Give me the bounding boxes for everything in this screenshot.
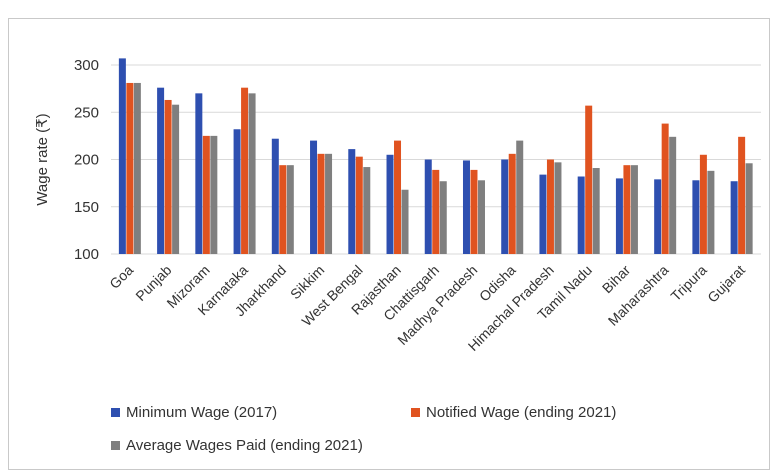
bar-average-wages	[554, 162, 562, 254]
bar-notified-wage	[317, 153, 325, 254]
legend-swatch-minimum-wage	[111, 408, 120, 417]
bar-minimum-wage	[539, 174, 547, 254]
bar-notified-wage	[738, 136, 746, 254]
bar-notified-wage	[585, 105, 593, 254]
bar-minimum-wage	[654, 179, 662, 254]
bar-average-wages	[477, 180, 485, 254]
bar-minimum-wage	[615, 178, 623, 254]
bar-average-wages	[133, 82, 141, 254]
bar-minimum-wage	[195, 93, 203, 254]
x-tick-label: Tripura	[667, 262, 709, 304]
x-tick-label: Goa	[106, 262, 136, 292]
y-axis-ticks: 100 150 200 250 300	[74, 57, 99, 263]
bar-notified-wage	[508, 153, 516, 254]
bar-minimum-wage	[157, 87, 165, 255]
legend-item-average-wages: Average Wages Paid (ending 2021)	[111, 437, 363, 454]
bar-average-wages	[210, 135, 218, 254]
bar-minimum-wage	[310, 140, 318, 254]
bar-average-wages	[707, 170, 715, 254]
bar-notified-wage	[202, 135, 210, 254]
bar-average-wages	[516, 140, 524, 254]
bar-average-wages	[325, 153, 333, 254]
bars	[118, 58, 753, 255]
bar-average-wages	[363, 167, 371, 254]
legend-swatch-average-wages	[111, 441, 120, 450]
bar-average-wages	[592, 168, 600, 254]
x-tick-label: Bihar	[599, 262, 634, 297]
bar-notified-wage	[546, 159, 554, 254]
chart-frame: 100 150 200 250 300 Goa Punjab Mizoram Karnatak…	[8, 18, 770, 470]
bar-average-wages	[439, 181, 447, 254]
bar-notified-wage	[699, 154, 707, 254]
y-axis-label: Wage rate (₹)	[34, 113, 51, 205]
legend-label-minimum-wage: Minimum Wage (2017)	[126, 404, 278, 421]
bar-notified-wage	[355, 156, 363, 254]
bar-notified-wage	[164, 99, 172, 254]
y-tick-label: 200	[74, 152, 99, 169]
bar-minimum-wage	[348, 149, 356, 254]
bar-notified-wage	[470, 169, 478, 254]
bar-notified-wage	[661, 123, 669, 254]
bar-notified-wage	[432, 169, 440, 254]
bar-minimum-wage	[462, 160, 470, 254]
bar-minimum-wage	[424, 159, 432, 254]
legend-item-minimum-wage: Minimum Wage (2017)	[111, 404, 277, 421]
bar-average-wages	[248, 93, 256, 254]
bar-minimum-wage	[501, 159, 509, 254]
bar-average-wages	[669, 136, 677, 254]
bar-minimum-wage	[577, 176, 585, 254]
legend-label-notified-wage: Notified Wage (ending 2021)	[426, 404, 617, 421]
bar-minimum-wage	[692, 180, 700, 254]
bar-minimum-wage	[730, 181, 738, 254]
bar-minimum-wage	[386, 154, 394, 254]
x-axis-labels: GoaPunjabMizoramKarnatakaJharkhandSikkim…	[106, 262, 748, 354]
legend-item-notified-wage: Notified Wage (ending 2021)	[411, 404, 616, 421]
bar-notified-wage	[241, 87, 249, 255]
bar-minimum-wage	[233, 129, 241, 254]
gridlines	[111, 64, 761, 255]
bar-average-wages	[172, 104, 180, 254]
y-tick-label: 150	[74, 199, 99, 216]
bar-minimum-wage	[271, 138, 279, 254]
y-tick-label: 100	[74, 246, 99, 263]
bar-notified-wage	[394, 140, 402, 254]
legend-label-average-wages: Average Wages Paid (ending 2021)	[126, 437, 363, 454]
bar-chart: 100 150 200 250 300 GoaPunjabMizoramKarnatak…	[34, 57, 761, 354]
bar-average-wages	[745, 163, 753, 254]
bar-notified-wage	[623, 165, 631, 254]
y-tick-label: 250	[74, 104, 99, 121]
bar-minimum-wage	[118, 58, 126, 255]
bar-notified-wage	[126, 82, 134, 254]
y-tick-label: 300	[74, 57, 99, 74]
bar-notified-wage	[279, 165, 287, 254]
bar-average-wages	[630, 165, 638, 254]
bar-average-wages	[286, 165, 294, 254]
x-tick-label: Gujarat	[704, 262, 748, 306]
bar-average-wages	[401, 189, 409, 254]
legend-swatch-notified-wage	[411, 408, 420, 417]
